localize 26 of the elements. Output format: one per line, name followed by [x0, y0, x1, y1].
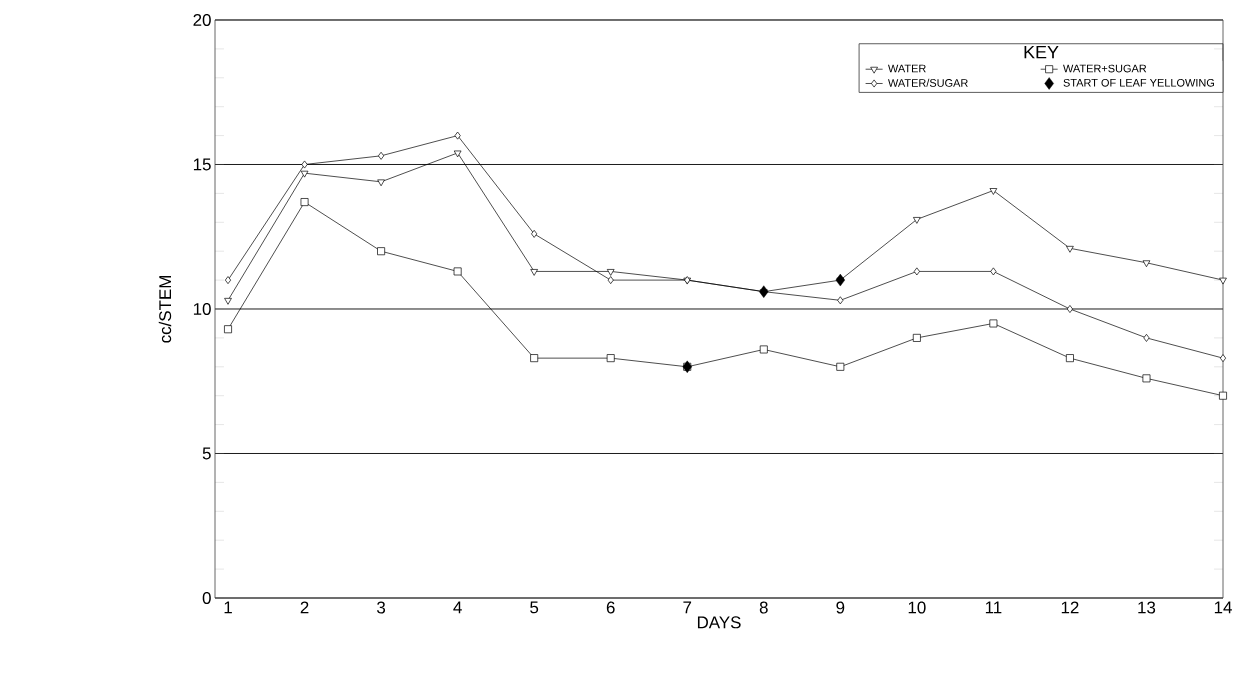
y-axis-title: cc/STEM — [158, 276, 172, 343]
x-tick-label: 14 — [1214, 601, 1232, 614]
legend-label: WATER/SUGAR — [888, 78, 968, 87]
x-tick-label: 3 — [377, 601, 386, 614]
x-tick-label: 12 — [1061, 601, 1079, 614]
x-tick-label: 6 — [606, 601, 615, 614]
x-tick-label: 8 — [759, 601, 768, 614]
x-tick-label: 9 — [836, 601, 845, 614]
y-tick-label: 0 — [202, 592, 211, 604]
y-tick-label: 20 — [193, 13, 211, 26]
legend-title: KEY — [1024, 45, 1059, 59]
legend-label: START OF LEAF YELLOWING — [1063, 78, 1215, 87]
x-tick-label: 7 — [683, 601, 692, 614]
legend-label: WATER — [888, 64, 926, 73]
x-tick-label: 11 — [985, 601, 1002, 614]
x-tick-label: 13 — [1138, 601, 1156, 614]
x-axis-title: DAYS — [697, 616, 741, 629]
x-tick-label: 4 — [453, 601, 462, 614]
y-tick-label: 10 — [193, 303, 211, 315]
legend-label: WATER+SUGAR — [1063, 64, 1147, 73]
x-tick-label: 1 — [224, 601, 232, 614]
x-tick-label: 2 — [300, 601, 309, 614]
y-tick-label: 5 — [202, 447, 211, 460]
y-tick-label: 15 — [193, 158, 211, 171]
x-tick-label: 10 — [908, 601, 926, 614]
x-tick-label: 5 — [530, 601, 539, 614]
